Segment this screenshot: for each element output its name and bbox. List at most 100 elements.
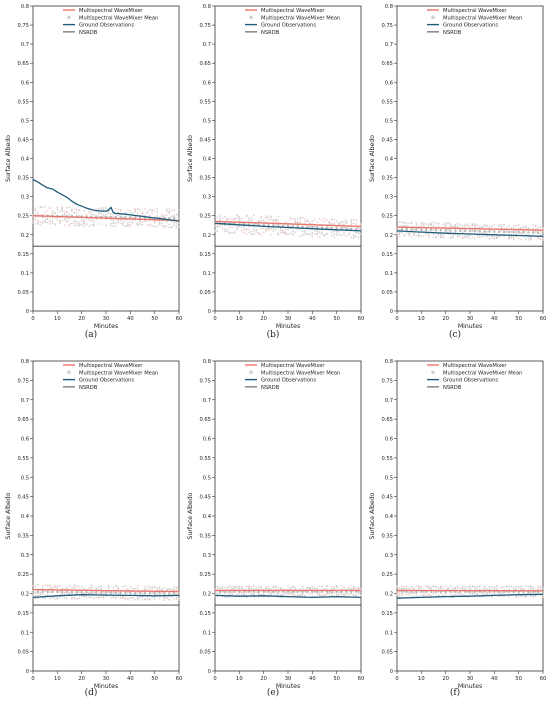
wavemixer-sample (173, 221, 176, 224)
wavemixer-sample (473, 223, 476, 226)
wavemixer-sample (250, 587, 253, 590)
wavemixer-sample (223, 596, 226, 598)
wavemixer-sample (442, 594, 445, 597)
wavemixer-sample (294, 231, 297, 234)
wavemixer-sample (102, 208, 105, 210)
wavemixer-mean-point (512, 230, 516, 234)
ground-observations-line (396, 593, 544, 599)
wavemixer-sample (498, 595, 501, 598)
wavemixer-sample (274, 585, 277, 588)
wavemixer-sample (529, 587, 532, 590)
wavemixer-sample (141, 598, 144, 601)
wavemixer-sample (233, 231, 236, 233)
wavemixer-sample (168, 588, 171, 591)
y-axis-label: Surface Albedo (369, 492, 376, 539)
wavemixer-sample (488, 235, 491, 238)
y-tick-label: 0.3 (385, 553, 393, 559)
y-tick-label: 0.45 (17, 495, 29, 501)
wavemixer-sample (425, 584, 428, 587)
wavemixer-sample (231, 591, 233, 594)
y-tick-label: 0 (390, 309, 393, 315)
wavemixer-sample (539, 586, 542, 589)
legend-label: Multispectral WaveMixer (261, 363, 325, 369)
wavemixer-sample (223, 215, 226, 218)
wavemixer-sample (49, 223, 51, 225)
wavemixer-mean-point (31, 590, 35, 593)
wavemixer-mean-point (429, 228, 433, 232)
wavemixer-sample (456, 591, 459, 594)
wavemixer-sample (413, 233, 415, 236)
x-axis-label: Minutes (276, 323, 300, 330)
wavemixer-sample (294, 591, 297, 593)
legend-label: Multispectral WaveMixer Mean (261, 370, 340, 376)
wavemixer-sample (262, 219, 265, 221)
wavemixer-sample (338, 594, 340, 596)
wavemixer-sample (228, 231, 231, 234)
wavemixer-sample (165, 220, 168, 223)
x-tick-label: 0 (395, 676, 398, 682)
wavemixer-sample (248, 217, 250, 220)
legend-label: Multispectral WaveMixer (443, 8, 507, 14)
wavemixer-sample (272, 230, 275, 233)
wavemixer-sample (357, 586, 360, 589)
wavemixer-sample (122, 597, 124, 599)
wavemixer-sample (238, 585, 241, 588)
y-tick-label: 0.65 (199, 61, 211, 67)
wavemixer-sample (478, 226, 481, 229)
wavemixer-sample (289, 232, 292, 234)
wavemixer-sample (478, 236, 481, 239)
wavemixer-sample (311, 585, 314, 588)
y-tick-label: 0.35 (199, 176, 211, 182)
y-tick-label: 0.55 (199, 456, 211, 462)
wavemixer-sample (425, 233, 428, 235)
x-tick-label: 10 (54, 316, 61, 322)
wavemixer-sample (248, 225, 250, 228)
wavemixer-sample (481, 225, 484, 228)
wavemixer-sample (396, 586, 398, 589)
wavemixer-sample (321, 585, 323, 588)
wavemixer-sample (330, 222, 333, 225)
wavemixer-sample (355, 595, 358, 597)
wavemixer-mean-point (138, 591, 142, 595)
wavemixer-sample (151, 596, 154, 599)
wavemixer-sample (491, 235, 493, 238)
wavemixer-mean-point (51, 590, 54, 594)
wavemixer-mean-point (172, 592, 176, 595)
wavemixer-sample (437, 587, 440, 590)
wavemixer-sample (287, 233, 289, 236)
wavemixer-sample (168, 598, 171, 601)
wavemixer-sample (221, 586, 224, 589)
wavemixer-sample (178, 597, 180, 600)
wavemixer-sample (452, 590, 454, 593)
wavemixer-sample (148, 588, 151, 590)
wavemixer-sample (542, 237, 544, 240)
wavemixer-sample (175, 226, 178, 229)
wavemixer-sample (495, 237, 498, 240)
wavemixer-sample (153, 225, 156, 228)
y-tick-label: 0.3 (21, 195, 29, 201)
wavemixer-sample (309, 588, 311, 591)
wavemixer-sample (326, 218, 328, 221)
wavemixer-sample (415, 223, 418, 226)
wavemixer-sample (398, 593, 401, 596)
wavemixer-sample (71, 222, 73, 225)
wavemixer-sample (75, 585, 78, 587)
wavemixer-sample (170, 588, 173, 591)
wavemixer-sample (80, 219, 83, 222)
wavemixer-sample (345, 219, 348, 222)
wavemixer-sample (321, 219, 323, 222)
wavemixer-sample (170, 595, 173, 598)
wavemixer-sample (352, 236, 355, 239)
wavemixer-sample (112, 596, 115, 599)
wavemixer-sample (129, 220, 132, 223)
wavemixer-sample (410, 587, 413, 590)
wavemixer-sample (471, 224, 474, 226)
chart-f-svg: 0 0.05 0.1 0.15 0.2 0.25 0.3 0.35 0.4 0.45 0.5 0.55… (369, 359, 546, 690)
wavemixer-sample (168, 207, 171, 210)
wavemixer-sample (289, 593, 292, 595)
wavemixer-line (32, 215, 180, 222)
wavemixer-sample (243, 231, 246, 234)
wavemixer-sample (216, 596, 219, 598)
y-tick-label: 0.6 (203, 80, 211, 86)
